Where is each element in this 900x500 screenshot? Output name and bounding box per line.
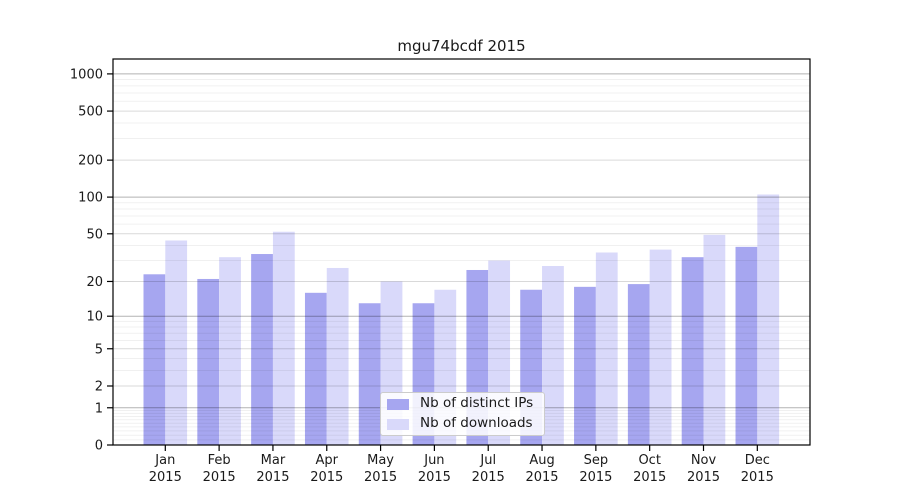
- bar-distinct-ips-mar-2015: [251, 254, 273, 445]
- y-tick-label: 2: [95, 379, 103, 394]
- bar-distinct-ips-feb-2015: [197, 278, 220, 445]
- x-tick-label: Jun 2015: [418, 453, 451, 485]
- x-tick-label: Jul 2015: [472, 453, 505, 485]
- y-tick-label: 100: [78, 191, 103, 206]
- y-tick-label: 50: [86, 227, 103, 242]
- y-tick-label: 1000: [70, 67, 103, 82]
- bar-downloads-feb-2015: [219, 257, 241, 445]
- bar-downloads-oct-2015: [649, 249, 672, 445]
- x-tick-label: Sep 2015: [579, 453, 612, 485]
- bar-downloads-aug-2015: [542, 266, 564, 445]
- y-tick-label: 200: [78, 154, 103, 169]
- bar-downloads-nov-2015: [703, 234, 726, 445]
- y-tick-label: 1: [95, 401, 103, 416]
- x-tick-label: Oct 2015: [633, 453, 666, 485]
- bar-distinct-ips-may-2015: [358, 303, 381, 445]
- bar-downloads-dec-2015: [757, 194, 780, 445]
- bar-downloads-mar-2015: [272, 231, 295, 445]
- y-tick-label: 20: [86, 275, 103, 290]
- chart-legend: Nb of distinct IPs Nb of downloads: [380, 392, 545, 436]
- bar-downloads-sep-2015: [595, 252, 618, 445]
- x-tick-label: Aug 2015: [525, 453, 558, 485]
- bar-downloads-apr-2015: [326, 267, 349, 445]
- y-tick-label: 500: [78, 105, 103, 120]
- x-tick-label: Nov 2015: [687, 453, 720, 485]
- chart-title: mgu74bcdf 2015: [397, 37, 526, 55]
- x-tick-label: Apr 2015: [310, 453, 343, 485]
- legend-item-downloads: Nb of downloads: [387, 415, 544, 434]
- bar-downloads-jan-2015: [165, 240, 188, 445]
- y-tick-label: 10: [86, 310, 103, 325]
- x-tick-label: Jan 2015: [149, 453, 182, 485]
- bar-distinct-ips-sep-2015: [574, 286, 596, 445]
- legend-item-distinct-ips: Nb of distinct IPs: [387, 395, 544, 414]
- legend-swatch-downloads-icon: [387, 418, 409, 430]
- bar-distinct-ips-jan-2015: [143, 274, 166, 445]
- x-tick-label: Dec 2015: [741, 453, 774, 485]
- legend-label-distinct-ips: Nb of distinct IPs: [420, 395, 534, 412]
- bar-distinct-ips-dec-2015: [735, 246, 758, 445]
- legend-label-downloads: Nb of downloads: [420, 415, 533, 432]
- x-tick-label: May 2015: [364, 453, 397, 485]
- x-tick-label: Mar 2015: [256, 453, 289, 485]
- bar-distinct-ips-oct-2015: [627, 284, 650, 445]
- bar-distinct-ips-nov-2015: [681, 257, 704, 445]
- legend-swatch-distinct-ips-icon: [387, 398, 409, 410]
- x-tick-label: Feb 2015: [203, 453, 236, 485]
- y-tick-label: 0: [95, 439, 103, 454]
- y-tick-label: 5: [95, 342, 103, 357]
- bar-distinct-ips-apr-2015: [304, 292, 327, 445]
- plot-border: [112, 58, 811, 446]
